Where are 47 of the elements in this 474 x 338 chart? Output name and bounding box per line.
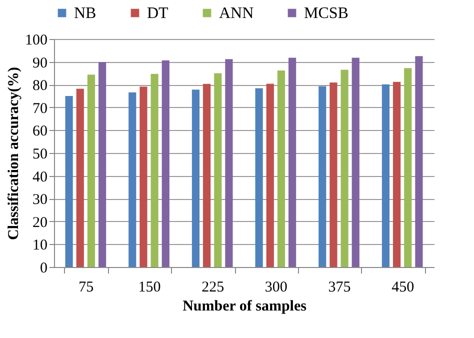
bar bbox=[150, 74, 158, 267]
bar bbox=[277, 70, 286, 267]
bar bbox=[214, 73, 222, 267]
x-tick-label: 75 bbox=[78, 280, 94, 296]
bar bbox=[225, 59, 233, 267]
bar bbox=[392, 82, 401, 267]
y-tick-label: 50 bbox=[32, 146, 48, 162]
bar bbox=[128, 92, 136, 267]
x-tick-label: 225 bbox=[202, 280, 224, 296]
x-tick-label: 375 bbox=[328, 280, 351, 296]
bar bbox=[382, 84, 390, 267]
legend-label: NB bbox=[74, 5, 96, 22]
bar bbox=[318, 86, 326, 267]
bar bbox=[255, 88, 263, 267]
bar bbox=[192, 90, 200, 267]
bar bbox=[404, 68, 412, 267]
legend-label: ANN bbox=[219, 5, 254, 22]
x-tick-label: 150 bbox=[138, 280, 161, 296]
bar bbox=[87, 74, 96, 267]
legend-label: MCSB bbox=[304, 5, 348, 22]
bar bbox=[65, 96, 73, 267]
x-tick-label: 300 bbox=[264, 280, 288, 296]
y-tick-label: 40 bbox=[32, 169, 48, 186]
y-tick-label: 80 bbox=[32, 78, 48, 94]
y-axis-title: Classification accuracy(%) bbox=[6, 67, 22, 240]
y-tick-label: 20 bbox=[32, 214, 48, 231]
y-tick-label: 10 bbox=[32, 238, 48, 254]
y-tick-label: 90 bbox=[32, 55, 48, 72]
bar bbox=[330, 82, 338, 267]
x-axis-title: Number of samples bbox=[182, 298, 307, 314]
bar bbox=[202, 84, 211, 267]
bar bbox=[415, 56, 423, 267]
bar bbox=[352, 58, 360, 267]
bar bbox=[288, 58, 296, 267]
bar bbox=[266, 84, 274, 267]
bar bbox=[98, 62, 106, 267]
x-tick-label: 450 bbox=[392, 280, 414, 296]
bar bbox=[340, 70, 348, 267]
y-tick-label: 30 bbox=[32, 192, 48, 208]
bar bbox=[162, 60, 170, 267]
bar bbox=[140, 86, 148, 267]
y-tick-label: 0 bbox=[40, 260, 48, 276]
legend-label: DT bbox=[147, 5, 169, 22]
y-tick-label: 70 bbox=[32, 100, 48, 117]
bar bbox=[76, 88, 84, 267]
y-tick-label: 100 bbox=[25, 32, 48, 48]
y-tick-label: 60 bbox=[32, 124, 48, 140]
